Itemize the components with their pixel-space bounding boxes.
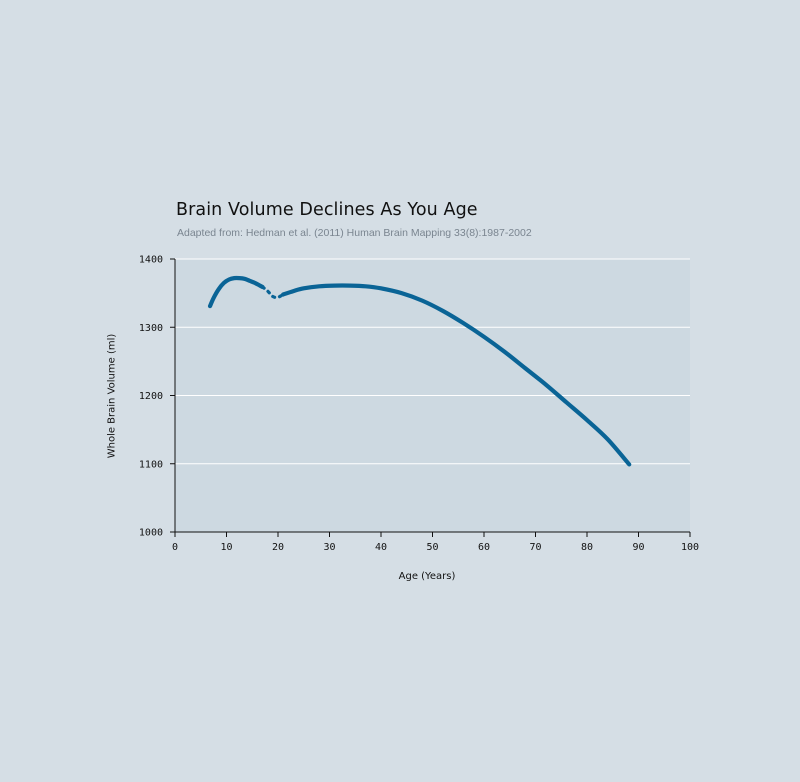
series-line-0 bbox=[207, 275, 265, 309]
x-tick-label-3: 30 bbox=[323, 542, 335, 553]
series-line-2 bbox=[281, 283, 632, 467]
y-tick-label-3: 1300 bbox=[139, 323, 163, 334]
chart-title: Brain Volume Declines As You Age bbox=[176, 200, 478, 220]
data-series bbox=[207, 275, 632, 467]
x-tick-label-7: 70 bbox=[529, 542, 541, 553]
y-tick-label-0: 1000 bbox=[139, 528, 163, 539]
x-tick-label-6: 60 bbox=[478, 542, 490, 553]
chart-subtitle: Adapted from: Hedman et al. (2011) Human… bbox=[177, 227, 532, 239]
y-tick-label-4: 1400 bbox=[139, 255, 163, 266]
x-tick-label-5: 50 bbox=[426, 542, 438, 553]
grid-lines bbox=[175, 258, 690, 465]
x-tick-label-1: 10 bbox=[220, 542, 232, 553]
x-tick-label-10: 100 bbox=[681, 542, 699, 553]
y-tick-label-1: 1100 bbox=[139, 459, 163, 470]
series-line-1 bbox=[260, 285, 285, 300]
y-tick-label-2: 1200 bbox=[139, 391, 163, 402]
axes bbox=[170, 258, 691, 537]
x-tick-label-4: 40 bbox=[375, 542, 387, 553]
x-tick-label-9: 90 bbox=[632, 542, 644, 553]
x-axis-label: Age (Years) bbox=[398, 571, 456, 582]
tick-labels: 0 10 20 30 40 50 60 70 80 90 100 1000 1100 1200 1300 14… bbox=[139, 255, 699, 554]
x-tick-label-2: 20 bbox=[272, 542, 284, 553]
x-tick-label-8: 80 bbox=[581, 542, 593, 553]
x-tick-label-0: 0 bbox=[172, 542, 178, 553]
